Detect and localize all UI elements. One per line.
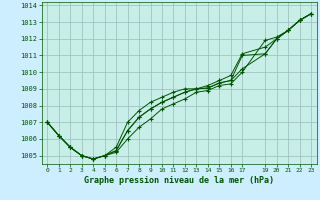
X-axis label: Graphe pression niveau de la mer (hPa): Graphe pression niveau de la mer (hPa) xyxy=(84,176,274,185)
